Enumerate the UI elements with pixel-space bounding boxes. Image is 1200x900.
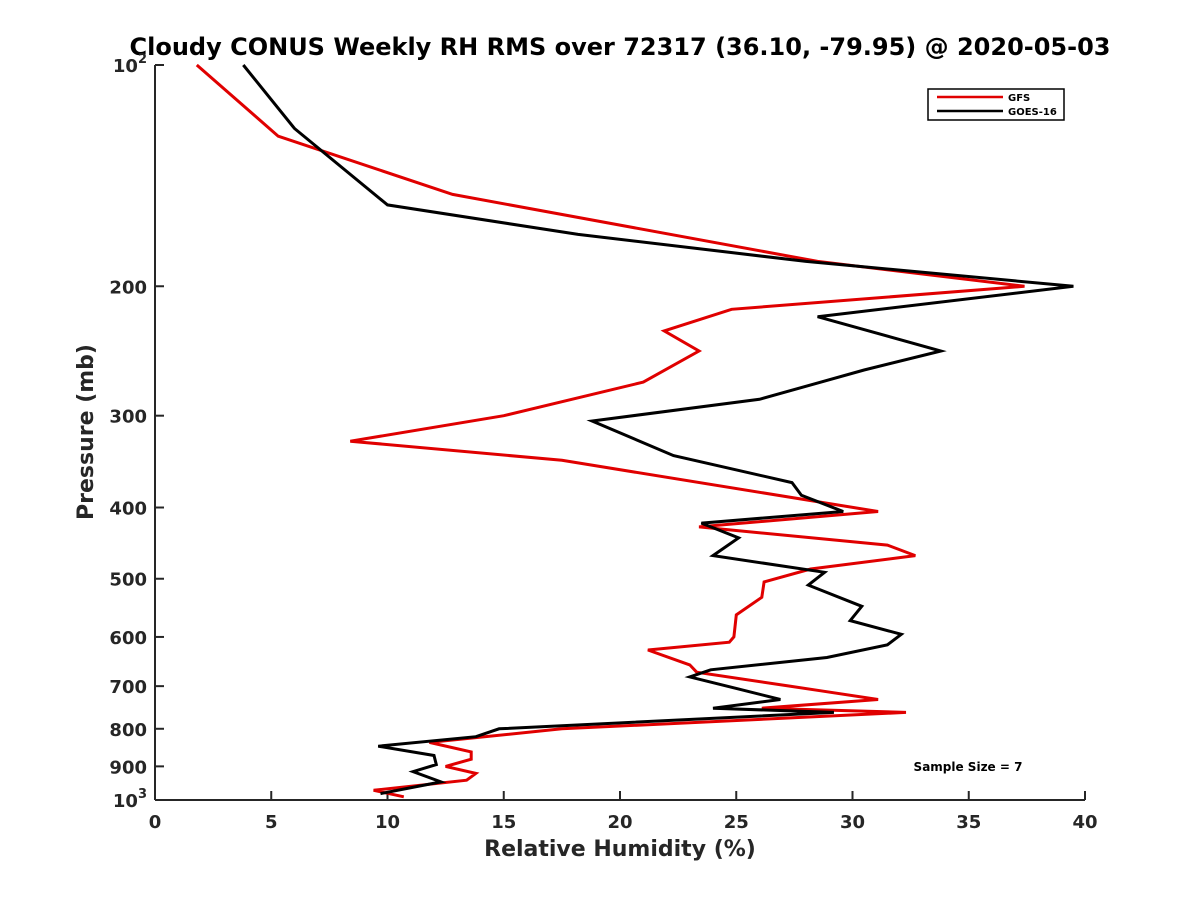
y-tick-label: 103 — [113, 787, 147, 812]
series-line-gfs — [195, 63, 1025, 799]
y-tick-label: 700 — [109, 677, 147, 698]
y-tick-base: 10 — [113, 56, 138, 77]
x-tick-label: 35 — [956, 812, 981, 833]
series-line-goes-16 — [242, 64, 1074, 796]
y-tick-label: 300 — [109, 407, 147, 428]
legend-box — [927, 88, 1065, 121]
chart-title: Cloudy CONUS Weekly RH RMS over 72317 (3… — [130, 33, 1111, 61]
x-tick-label: 20 — [607, 812, 632, 833]
y-tick-label: 900 — [109, 757, 147, 778]
x-tick-label: 0 — [149, 812, 162, 833]
y-tick-label: 800 — [109, 720, 147, 741]
legend: GFS GOES-16 — [927, 88, 1065, 121]
x-tick-label: 30 — [840, 812, 865, 833]
y-tick-base: 400 — [109, 499, 147, 520]
sample-size-annotation: Sample Size = 7 — [914, 760, 1023, 774]
y-tick-base: 800 — [109, 720, 147, 741]
y-tick-exponent: 3 — [138, 787, 147, 802]
y-axis-label: Pressure (mb) — [74, 344, 99, 520]
legend-label-gfs: GFS — [1008, 93, 1030, 104]
y-tick-base: 500 — [109, 570, 147, 591]
y-tick-base: 700 — [109, 677, 147, 698]
y-tick-base: 900 — [109, 757, 147, 778]
x-tick-label: 25 — [724, 812, 749, 833]
x-tick-label: 10 — [375, 812, 400, 833]
series-lines — [195, 63, 1074, 799]
y-tick-exponent: 2 — [138, 52, 147, 67]
x-tick-label: 5 — [265, 812, 278, 833]
y-tick-base: 200 — [109, 277, 147, 298]
y-tick-label: 102 — [113, 52, 147, 77]
y-tick-label: 600 — [109, 628, 147, 649]
x-tick-label: 40 — [1072, 812, 1097, 833]
x-tick-label: 15 — [491, 812, 516, 833]
y-tick-label: 200 — [109, 277, 147, 298]
y-tick-label: 500 — [109, 570, 147, 591]
legend-label-goes-16: GOES-16 — [1008, 107, 1057, 118]
y-tick-base: 300 — [109, 407, 147, 428]
y-tick-base: 10 — [113, 791, 138, 812]
y-tick-base: 600 — [109, 628, 147, 649]
x-axis-label: Relative Humidity (%) — [484, 837, 756, 862]
y-tick-label: 400 — [109, 499, 147, 520]
axis-ticks: 0 5 10 15 20 25 30 35 40102200300400500600700800… — [109, 52, 1097, 833]
